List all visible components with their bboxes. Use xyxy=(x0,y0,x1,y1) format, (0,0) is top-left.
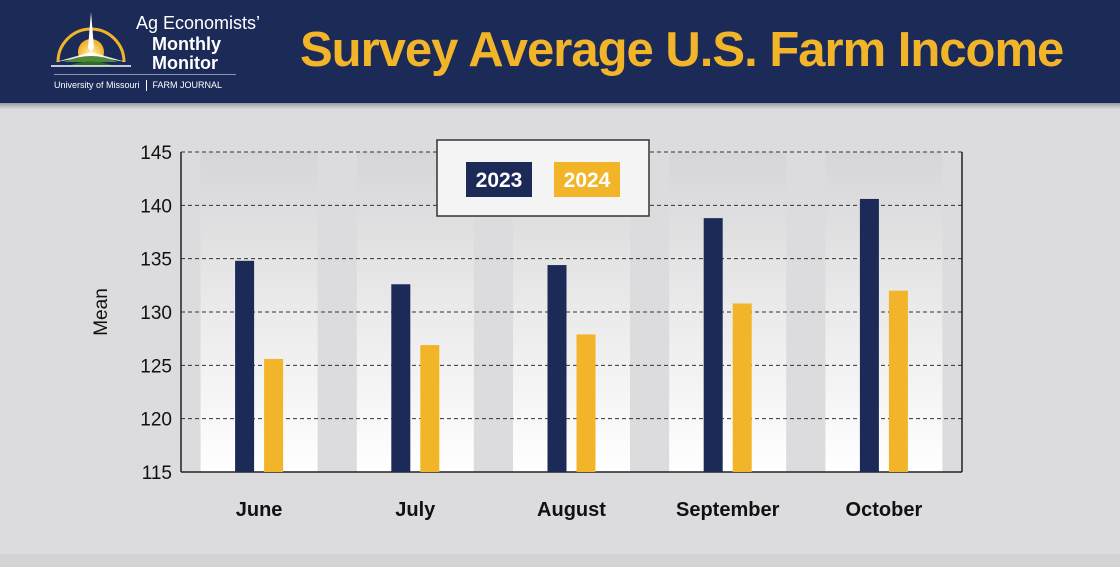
y-tick-label: 125 xyxy=(140,356,172,377)
bar-2024-june xyxy=(264,358,284,472)
bar-2024-october xyxy=(888,290,908,472)
x-tick-label: September xyxy=(676,499,780,521)
logo-line-1: Ag Economists’ xyxy=(136,13,261,33)
y-tick-label: 115 xyxy=(142,463,172,484)
logo-line-3: Monitor xyxy=(152,53,218,73)
y-tick-label: 120 xyxy=(140,410,172,431)
y-axis-label: Mean xyxy=(91,288,112,336)
partner-name: FARM JOURNAL xyxy=(152,80,223,90)
bar-2023-october xyxy=(859,198,879,472)
y-tick-label: 140 xyxy=(140,196,172,217)
logo-divider xyxy=(54,74,236,75)
sunrise-compass-icon xyxy=(51,12,131,67)
legend-swatch-2024 xyxy=(554,162,620,197)
header-banner: Ag Economists’ Monthly Monitor Universit… xyxy=(0,0,1120,103)
logo-footer-separator xyxy=(145,80,147,92)
y-tick-label: 145 xyxy=(140,143,172,164)
bar-2023-august xyxy=(547,265,567,472)
x-tick-label: June xyxy=(236,499,283,521)
ag-economists-logo: Ag Economists’ Monthly Monitor Universit… xyxy=(44,10,260,96)
university-name: University of Missouri xyxy=(54,80,140,90)
legend-label-2023: 2023 xyxy=(476,169,523,192)
legend-swatch-2023 xyxy=(466,162,532,197)
x-tick-label: October xyxy=(846,499,923,521)
bar-2024-july xyxy=(420,345,440,472)
x-tick-label: July xyxy=(395,499,436,521)
bar-2023-september xyxy=(703,218,723,472)
logo-footer: University of Missouri FARM JOURNAL xyxy=(54,80,223,92)
x-tick-label: August xyxy=(537,499,606,521)
bar-2024-august xyxy=(576,334,596,472)
y-tick-label: 135 xyxy=(140,250,172,271)
legend-label-2024: 2024 xyxy=(564,169,611,192)
y-tick-label: 130 xyxy=(140,303,172,324)
page-title: Survey Average U.S. Farm Income xyxy=(300,23,1064,77)
bar-2023-june xyxy=(235,260,255,472)
header-shadow xyxy=(0,103,1120,109)
logo-line-2: Monthly xyxy=(152,34,221,54)
bar-2024-september xyxy=(732,303,752,472)
bottom-band xyxy=(0,554,1120,567)
bar-2023-july xyxy=(391,284,411,472)
